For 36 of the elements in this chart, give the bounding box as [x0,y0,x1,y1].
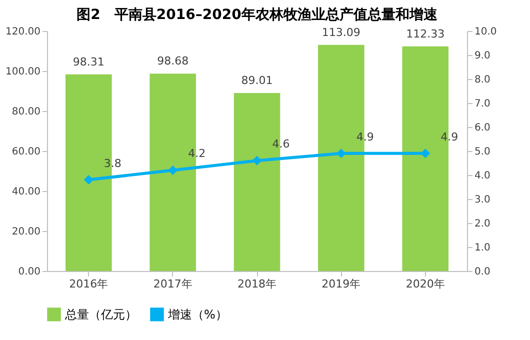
y2-tick-label: 8.0 [474,74,490,86]
chart-title: 图2 平南县2016–2020年农林牧渔业总产值总量和增速 [76,6,438,23]
x-tick-label: 2017年 [153,278,192,290]
y2-tick-label: 0.0 [474,266,490,278]
point [336,148,346,158]
y-tick-label: 40.00 [12,186,40,198]
y-tick-label: 60.00 [12,146,40,158]
y2-tick-label: 4.0 [474,170,490,182]
legend-label: 增速（%） [167,307,228,322]
y2-tick-label: 6.0 [474,122,490,134]
y2-tick-label: 3.0 [474,194,490,206]
y-tick-label: 0.00 [18,266,40,278]
data-label: 89.01 [241,74,273,87]
point [168,165,178,175]
data-label: 98.31 [72,55,104,68]
y2-tick-label: 9.0 [474,50,490,62]
y2-tick-label: 10.0 [474,26,497,38]
y2-tick-label: 5.0 [474,146,490,158]
y2-tick-label: 7.0 [474,98,490,110]
point [84,175,94,185]
y-tick-label: 120.00 [6,26,40,38]
legend-label: 总量（亿元） [64,307,137,322]
data-label: 113.09 [322,26,360,39]
data-label: 112.33 [406,27,445,40]
y-tick-label: 80.00 [12,106,40,118]
y-tick-label: 100.00 [6,66,40,78]
y2-tick-label: 2.0 [474,218,490,230]
x-tick-label: 2018年 [238,278,276,290]
point [252,156,262,166]
y2-tick-label: 1.0 [474,242,490,254]
x-tick-label: 2019年 [322,278,361,290]
point [420,148,430,158]
x-tick-label: 2016年 [69,278,108,290]
data-label: 98.68 [157,54,189,68]
x-tick-label: 2020年 [406,278,445,290]
y-tick-label: 20.00 [12,226,40,238]
